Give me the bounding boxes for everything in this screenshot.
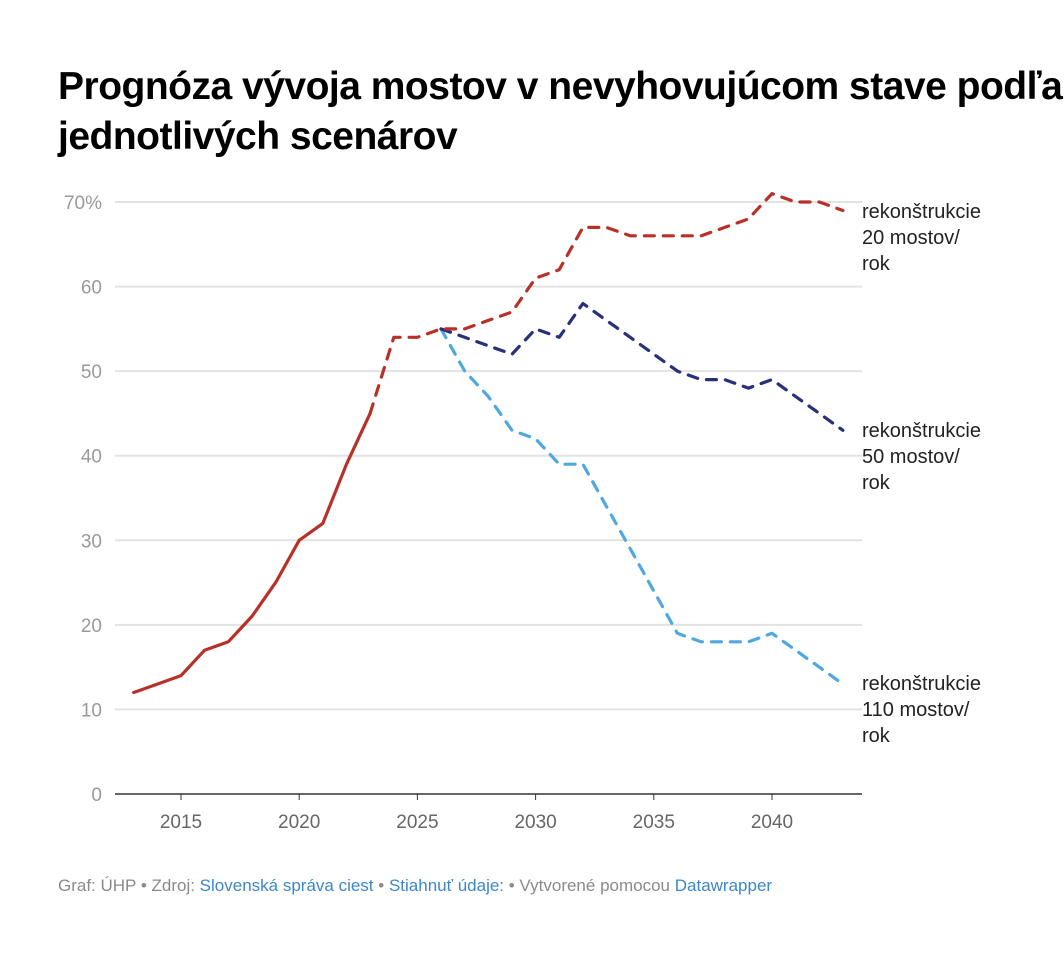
x-tick-label: 2015 xyxy=(160,812,202,833)
footer: Graf: ÚHP • Zdroj: Slovenská správa cies… xyxy=(58,876,772,896)
y-tick-label: 0 xyxy=(91,785,102,806)
footer-sep: • xyxy=(373,876,389,895)
x-tick-label: 2025 xyxy=(396,812,438,833)
label-20-mostov: rekonštrukcie 20 mostov/ rok xyxy=(862,201,981,275)
x-tick-label: 2035 xyxy=(633,812,675,833)
y-tick-label: 20 xyxy=(81,616,102,637)
y-tick-label: 40 xyxy=(81,447,102,468)
x-tick-label: 2040 xyxy=(751,812,793,833)
y-tick-label: 30 xyxy=(81,531,102,552)
y-tick-label: 50 xyxy=(81,362,102,383)
chart-title: Prognóza vývoja mostov v nevyhovujúcom s… xyxy=(58,65,1063,158)
x-tick-label: 2030 xyxy=(514,812,556,833)
series-line-2 xyxy=(439,327,845,686)
label-50-mostov: rekonštrukcie 50 mostov/ rok xyxy=(862,420,981,494)
source-link[interactable]: Slovenská správa ciest xyxy=(199,876,374,895)
datawrapper-link[interactable]: Datawrapper xyxy=(674,876,773,895)
x-tick-label: 2020 xyxy=(278,812,320,833)
download-link[interactable]: Stiahnuť údaje: xyxy=(388,876,505,895)
y-tick-label: 60 xyxy=(81,278,102,299)
label-110-mostov: rekonštrukcie 110 mostov/ rok xyxy=(862,673,981,747)
footer-made-with: • Vytvorené pomocou xyxy=(504,876,675,895)
series-line-1 xyxy=(439,301,845,432)
y-tick-label: 10 xyxy=(81,700,102,721)
y-tick-label: 70% xyxy=(64,193,102,214)
series-line-0 xyxy=(368,192,845,415)
footer-prefix: Graf: ÚHP • Zdroj: xyxy=(58,876,200,895)
historical-line xyxy=(132,411,372,695)
